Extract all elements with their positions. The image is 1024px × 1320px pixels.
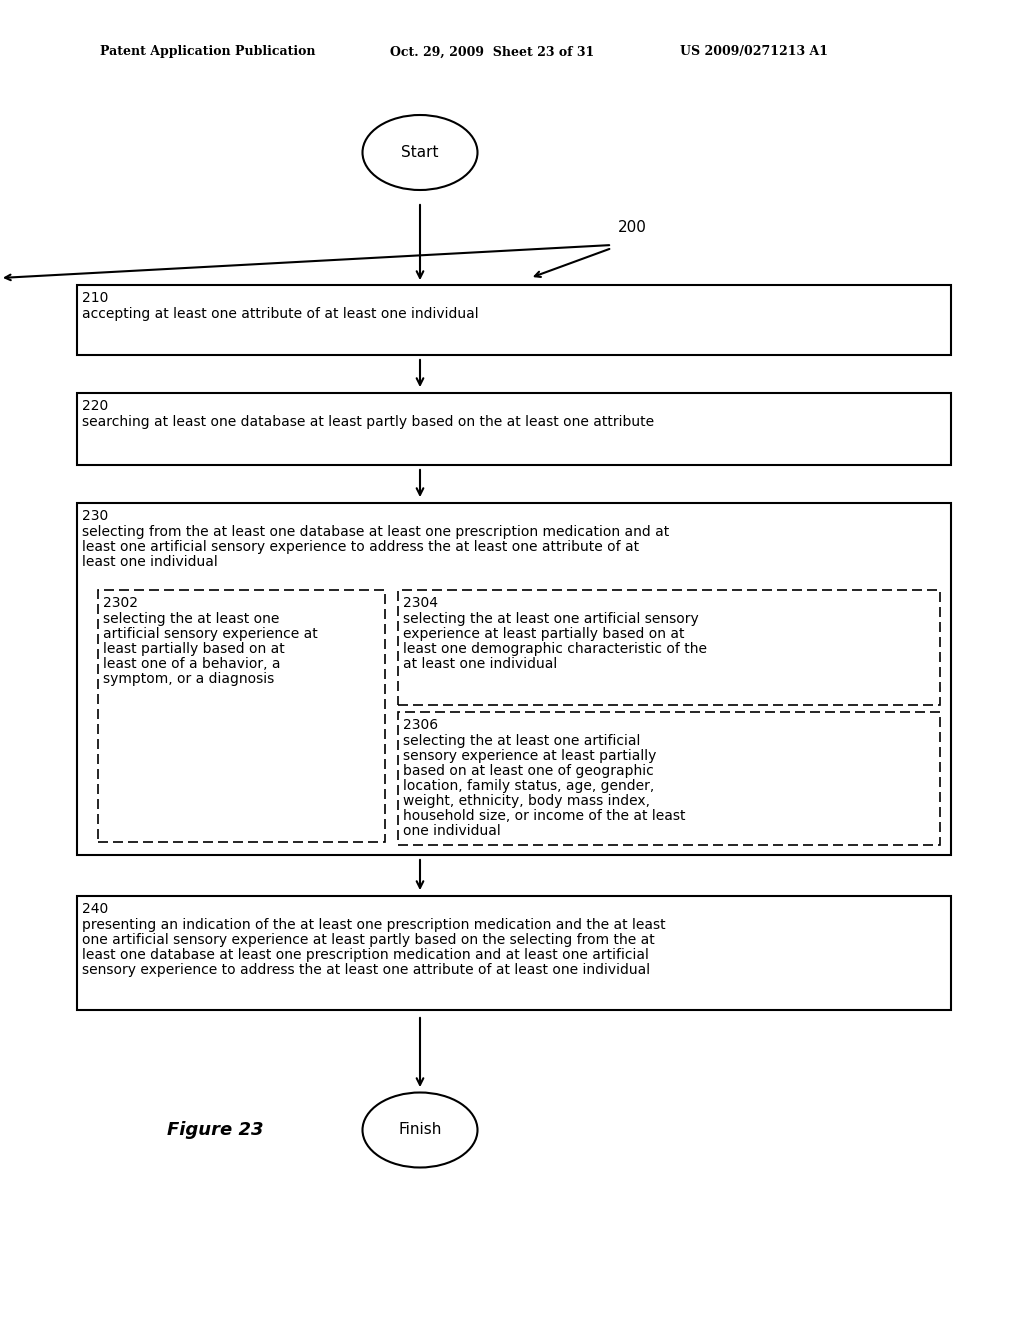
Text: 2302: 2302 <box>103 597 138 610</box>
Text: 240: 240 <box>82 902 109 916</box>
Text: Start: Start <box>401 145 438 160</box>
Text: least one individual: least one individual <box>82 554 218 569</box>
Bar <box>398 711 940 845</box>
Text: least one of a behavior, a: least one of a behavior, a <box>103 657 281 671</box>
Text: symptom, or a diagnosis: symptom, or a diagnosis <box>103 672 274 686</box>
Text: least one database at least one prescription medication and at least one artific: least one database at least one prescrip… <box>82 948 649 962</box>
Text: at least one individual: at least one individual <box>403 657 557 671</box>
Text: based on at least one of geographic: based on at least one of geographic <box>403 764 653 777</box>
Text: one individual: one individual <box>403 824 501 838</box>
Text: US 2009/0271213 A1: US 2009/0271213 A1 <box>680 45 828 58</box>
Text: location, family status, age, gender,: location, family status, age, gender, <box>403 779 654 793</box>
Text: searching at least one database at least partly based on the at least one attrib: searching at least one database at least… <box>82 414 654 429</box>
Bar <box>77 896 951 1010</box>
Text: Finish: Finish <box>398 1122 441 1138</box>
Text: 200: 200 <box>618 220 647 235</box>
Text: Figure 23: Figure 23 <box>167 1121 263 1139</box>
Text: least partially based on at: least partially based on at <box>103 642 285 656</box>
Bar <box>98 590 385 842</box>
Text: Patent Application Publication: Patent Application Publication <box>100 45 315 58</box>
Text: sensory experience to address the at least one attribute of at least one individ: sensory experience to address the at lea… <box>82 964 650 977</box>
Text: accepting at least one attribute of at least one individual: accepting at least one attribute of at l… <box>82 308 478 321</box>
Text: 210: 210 <box>82 290 109 305</box>
Text: 2304: 2304 <box>403 597 438 610</box>
Text: experience at least partially based on at: experience at least partially based on a… <box>403 627 684 642</box>
Text: Oct. 29, 2009  Sheet 23 of 31: Oct. 29, 2009 Sheet 23 of 31 <box>390 45 594 58</box>
Bar <box>398 590 940 705</box>
Text: 220: 220 <box>82 399 109 413</box>
Text: selecting the at least one artificial sensory: selecting the at least one artificial se… <box>403 612 698 626</box>
Text: presenting an indication of the at least one prescription medication and the at : presenting an indication of the at least… <box>82 917 666 932</box>
Text: 230: 230 <box>82 510 109 523</box>
Text: 2306: 2306 <box>403 718 438 733</box>
Text: least one demographic characteristic of the: least one demographic characteristic of … <box>403 642 707 656</box>
Text: selecting the at least one artificial: selecting the at least one artificial <box>403 734 640 748</box>
Text: household size, or income of the at least: household size, or income of the at leas… <box>403 809 685 822</box>
Bar <box>77 503 951 855</box>
Text: selecting from the at least one database at least one prescription medication an: selecting from the at least one database… <box>82 525 670 539</box>
Text: artificial sensory experience at: artificial sensory experience at <box>103 627 317 642</box>
Text: least one artificial sensory experience to address the at least one attribute of: least one artificial sensory experience … <box>82 540 639 554</box>
Text: weight, ethnicity, body mass index,: weight, ethnicity, body mass index, <box>403 795 650 808</box>
Bar <box>77 285 951 355</box>
Text: selecting the at least one: selecting the at least one <box>103 612 280 626</box>
Text: sensory experience at least partially: sensory experience at least partially <box>403 748 656 763</box>
Bar <box>77 393 951 465</box>
Text: one artificial sensory experience at least partly based on the selecting from th: one artificial sensory experience at lea… <box>82 933 654 946</box>
